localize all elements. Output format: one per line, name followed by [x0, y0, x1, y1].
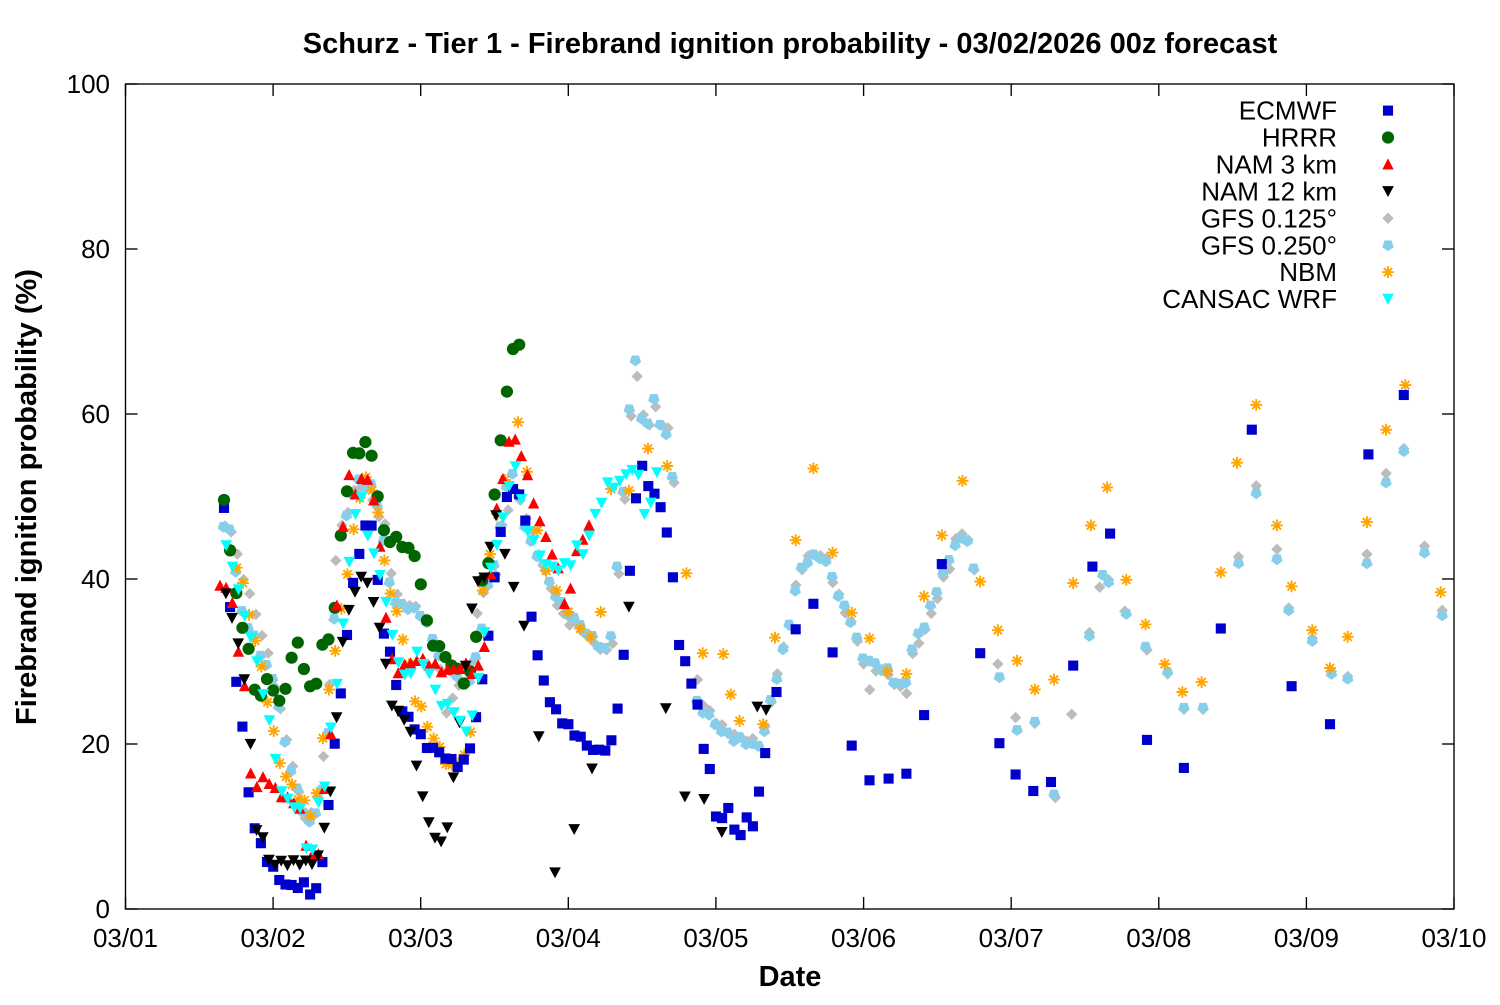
svg-text:60: 60: [81, 399, 110, 429]
svg-text:03/02: 03/02: [241, 923, 306, 953]
svg-text:Schurz - Tier 1 - Firebrand ig: Schurz - Tier 1 - Firebrand ignition pro…: [303, 28, 1278, 60]
svg-text:HRRR: HRRR: [1262, 123, 1337, 153]
svg-text:03/01: 03/01: [93, 923, 158, 953]
svg-text:03/07: 03/07: [979, 923, 1044, 953]
svg-text:03/03: 03/03: [388, 923, 453, 953]
svg-text:Date: Date: [759, 961, 822, 993]
svg-text:40: 40: [81, 564, 110, 594]
svg-text:0: 0: [96, 894, 110, 924]
svg-text:ECMWF: ECMWF: [1239, 96, 1337, 126]
svg-text:Firebrand ignition probability: Firebrand ignition probability (%): [11, 269, 43, 725]
svg-text:03/10: 03/10: [1421, 923, 1486, 953]
svg-text:NBM: NBM: [1279, 257, 1337, 287]
svg-text:03/08: 03/08: [1126, 923, 1191, 953]
svg-text:NAM 12 km: NAM 12 km: [1201, 176, 1337, 206]
svg-text:03/04: 03/04: [536, 923, 601, 953]
svg-text:NAM 3 km: NAM 3 km: [1216, 150, 1337, 180]
svg-text:CANSAC WRF: CANSAC WRF: [1162, 284, 1337, 314]
svg-text:03/05: 03/05: [683, 923, 748, 953]
svg-text:03/06: 03/06: [831, 923, 896, 953]
svg-text:GFS 0.250°: GFS 0.250°: [1201, 230, 1337, 260]
svg-text:GFS 0.125°: GFS 0.125°: [1201, 203, 1337, 233]
svg-text:80: 80: [81, 234, 110, 264]
svg-text:100: 100: [67, 69, 110, 99]
svg-text:20: 20: [81, 729, 110, 759]
svg-text:03/09: 03/09: [1274, 923, 1339, 953]
